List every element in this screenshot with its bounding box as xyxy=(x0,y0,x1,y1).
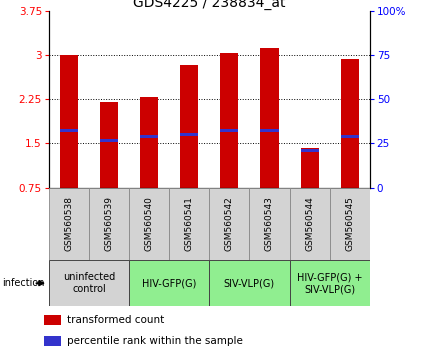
Text: GSM560539: GSM560539 xyxy=(105,196,113,251)
Bar xyxy=(169,188,209,260)
Bar xyxy=(44,336,61,346)
Bar xyxy=(129,188,169,260)
Bar xyxy=(220,129,238,132)
Bar xyxy=(289,188,330,260)
Text: GSM560542: GSM560542 xyxy=(225,196,234,251)
Bar xyxy=(220,52,238,188)
Title: GDS4225 / 238834_at: GDS4225 / 238834_at xyxy=(133,0,286,10)
Bar xyxy=(341,135,359,138)
Bar xyxy=(209,260,289,306)
Bar xyxy=(261,48,278,188)
Bar xyxy=(261,129,278,132)
Bar xyxy=(89,188,129,260)
Bar xyxy=(330,188,370,260)
Bar xyxy=(341,59,359,188)
Bar xyxy=(60,55,78,188)
Text: GSM560540: GSM560540 xyxy=(144,196,154,251)
Bar xyxy=(49,188,89,260)
Bar xyxy=(209,188,249,260)
Bar xyxy=(300,148,319,188)
Text: percentile rank within the sample: percentile rank within the sample xyxy=(67,336,243,346)
Bar xyxy=(180,133,198,136)
Bar xyxy=(140,97,158,188)
Text: GSM560543: GSM560543 xyxy=(265,196,274,251)
Bar xyxy=(60,129,78,132)
Bar xyxy=(44,315,61,325)
Bar xyxy=(100,139,118,142)
Bar xyxy=(249,188,289,260)
Text: GSM560541: GSM560541 xyxy=(185,196,194,251)
Text: GSM560545: GSM560545 xyxy=(345,196,354,251)
Text: transformed count: transformed count xyxy=(67,315,164,325)
Text: uninfected
control: uninfected control xyxy=(63,272,115,294)
Bar xyxy=(300,149,319,152)
Text: HIV-GFP(G) +
SIV-VLP(G): HIV-GFP(G) + SIV-VLP(G) xyxy=(297,272,363,294)
Text: HIV-GFP(G): HIV-GFP(G) xyxy=(142,278,196,288)
Text: SIV-VLP(G): SIV-VLP(G) xyxy=(224,278,275,288)
Text: GSM560544: GSM560544 xyxy=(305,196,314,251)
Bar xyxy=(129,260,209,306)
Bar xyxy=(49,260,129,306)
Text: GSM560538: GSM560538 xyxy=(65,196,74,251)
Bar xyxy=(180,65,198,188)
Bar xyxy=(140,135,158,138)
Bar xyxy=(289,260,370,306)
Bar xyxy=(100,102,118,188)
Text: infection: infection xyxy=(2,278,45,288)
